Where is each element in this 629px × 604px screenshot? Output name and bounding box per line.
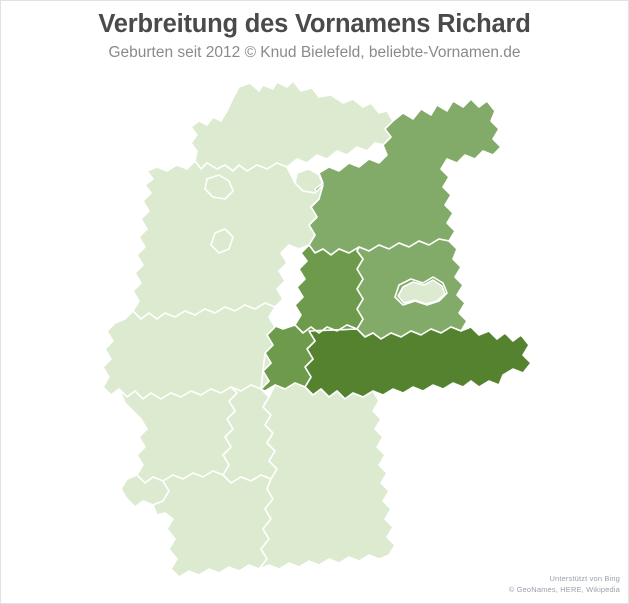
map-region-schleswig-holstein[interactable] bbox=[190, 80, 394, 172]
map-region-bremen[interactable] bbox=[210, 228, 234, 254]
map-region-bayern[interactable] bbox=[258, 382, 396, 570]
map-region-sachsen-anhalt[interactable] bbox=[294, 244, 364, 334]
map-region-sachsen[interactable] bbox=[304, 326, 532, 400]
page-title: Verbreitung des Vornamens Richard bbox=[98, 10, 531, 38]
map-region-nordrhein-westfalen[interactable] bbox=[102, 302, 276, 400]
attribution-sources: © GeoNames, HERE, Wikipedia bbox=[508, 585, 620, 595]
map-region-rheinland-pfalz[interactable] bbox=[118, 386, 238, 484]
map-attribution: Unterstützt von Bing © GeoNames, HERE, W… bbox=[509, 574, 620, 596]
page-subtitle: Geburten seit 2012 © Knud Bielefeld, bel… bbox=[108, 44, 521, 62]
map-region-berlin[interactable] bbox=[397, 279, 446, 305]
germany-choropleth-map[interactable] bbox=[1, 73, 628, 603]
map-header: Verbreitung des Vornamens Richard Geburt… bbox=[1, 1, 628, 63]
attribution-bing: Unterstützt von Bing bbox=[549, 574, 620, 584]
map-region-baden-wuerttemberg[interactable] bbox=[152, 470, 274, 578]
